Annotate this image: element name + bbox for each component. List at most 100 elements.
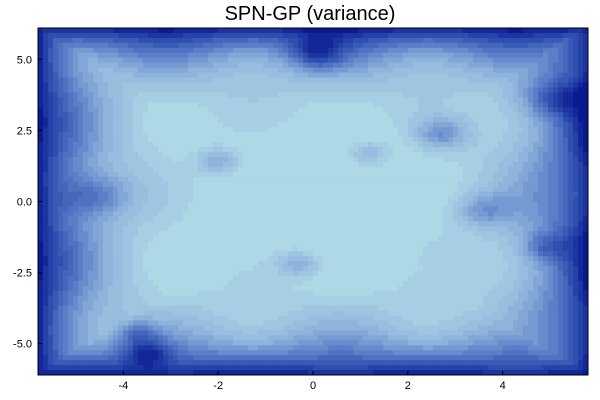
contour-cell [328, 42, 334, 49]
contour-cell [463, 201, 469, 208]
contour-cell [353, 117, 359, 123]
contour-cell [118, 107, 124, 113]
contour-cell [153, 47, 159, 54]
contour-cell [268, 146, 274, 153]
contour-cell [48, 211, 54, 217]
contour-cell [153, 251, 159, 257]
contour-cell [58, 151, 64, 158]
contour-cell [443, 72, 449, 79]
contour-cell [153, 37, 159, 44]
contour-cell [418, 201, 424, 208]
contour-cell [573, 117, 579, 123]
contour-cell [113, 32, 119, 39]
contour-cell [148, 47, 154, 54]
contour-cell [43, 246, 49, 252]
contour-cell [523, 137, 529, 143]
contour-cell [53, 137, 59, 143]
contour-cell [313, 176, 319, 183]
contour-cell [528, 151, 534, 158]
contour-cell [133, 176, 139, 183]
contour-cell [438, 42, 444, 49]
contour-cell [348, 57, 354, 64]
contour-cell [508, 52, 514, 59]
contour-cell [463, 117, 469, 123]
contour-cell [268, 186, 274, 193]
contour-cell [268, 176, 274, 183]
contour-cell [118, 92, 124, 98]
contour-cell [523, 62, 529, 69]
contour-cell [583, 127, 588, 133]
contour-cell [123, 142, 129, 148]
contour-cell [333, 77, 339, 84]
contour-cell [148, 156, 154, 163]
contour-cell [223, 137, 229, 143]
contour-cell [263, 206, 269, 213]
contour-cell [258, 77, 264, 84]
contour-cell [343, 102, 349, 108]
contour-cell [323, 142, 329, 148]
contour-cell [353, 171, 359, 178]
contour-cell [43, 186, 49, 193]
contour-cell [548, 112, 554, 118]
contour-cell [348, 122, 354, 128]
contour-cell [503, 206, 509, 213]
contour-cell [543, 166, 549, 173]
contour-cell [58, 32, 64, 39]
contour-cell [38, 102, 44, 108]
contour-cell [343, 151, 349, 158]
contour-cell [158, 87, 164, 94]
contour-cell [558, 231, 564, 237]
contour-cell [108, 67, 114, 74]
contour-cell [203, 77, 209, 84]
contour-cell [98, 226, 104, 232]
contour-cell [513, 166, 519, 173]
contour-cell [93, 62, 99, 69]
contour-cell [113, 102, 119, 108]
contour-cell [53, 211, 59, 217]
contour-cell [468, 231, 474, 237]
contour-cell [373, 28, 379, 34]
contour-cell [213, 156, 219, 163]
contour-cell [253, 52, 259, 59]
contour-cell [403, 226, 409, 232]
contour-cell [108, 132, 114, 138]
contour-cell [513, 146, 519, 153]
contour-cell [343, 191, 349, 198]
contour-cell [433, 37, 439, 44]
contour-cell [578, 211, 584, 217]
contour-cell [218, 28, 224, 34]
contour-cell [438, 176, 444, 183]
contour-cell [193, 112, 199, 118]
contour-cell [438, 37, 444, 44]
contour-cell [358, 191, 364, 198]
contour-cell [523, 127, 529, 133]
contour-cell [88, 241, 94, 247]
contour-cell [148, 72, 154, 79]
contour-cell [333, 226, 339, 232]
contour-cell [333, 171, 339, 178]
contour-cell [438, 171, 444, 178]
contour-cell [258, 221, 264, 227]
contour-cell [118, 28, 124, 34]
contour-cell [493, 161, 499, 168]
contour-cell [178, 191, 184, 198]
contour-cell [328, 201, 334, 208]
contour-cell [278, 156, 284, 163]
contour-cell [243, 176, 249, 183]
contour-cell [528, 216, 534, 222]
contour-cell [563, 151, 569, 158]
contour-cell [458, 186, 464, 193]
contour-cell [393, 166, 399, 173]
contour-cell [153, 206, 159, 213]
contour-cell [278, 241, 284, 247]
contour-cell [83, 102, 89, 108]
contour-cell [193, 67, 199, 74]
contour-cell [453, 186, 459, 193]
contour-cell [388, 57, 394, 64]
contour-cell [518, 117, 524, 123]
contour-cell [58, 92, 64, 98]
contour-cell [428, 186, 434, 193]
contour-cell [563, 67, 569, 74]
contour-cell [383, 201, 389, 208]
contour-cell [223, 151, 229, 158]
